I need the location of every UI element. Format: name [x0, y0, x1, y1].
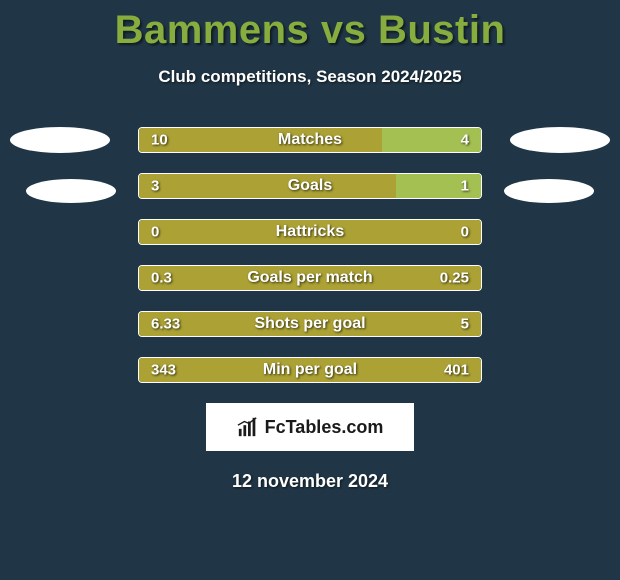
branding-text: FcTables.com [265, 417, 384, 438]
subtitle: Club competitions, Season 2024/2025 [0, 67, 620, 87]
stat-left-segment [139, 174, 396, 198]
page-title: Bammens vs Bustin [0, 0, 620, 53]
player-right-marker-1 [510, 127, 610, 153]
branding-box: FcTables.com [206, 403, 414, 451]
stat-left-segment [139, 358, 481, 382]
stat-row: Hattricks00 [138, 219, 482, 245]
stat-right-segment [382, 128, 481, 152]
stat-row: Min per goal343401 [138, 357, 482, 383]
player-left-marker-2 [26, 179, 116, 203]
stat-row: Goals31 [138, 173, 482, 199]
player-left-marker-1 [10, 127, 110, 153]
date-label: 12 november 2024 [0, 471, 620, 492]
stat-row: Goals per match0.30.25 [138, 265, 482, 291]
stat-left-segment [139, 220, 481, 244]
stat-row: Shots per goal6.335 [138, 311, 482, 337]
player-right-marker-2 [504, 179, 594, 203]
comparison-chart: Matches104 Goals31 Hattricks00 Goals per ma… [0, 127, 620, 383]
stat-row: Matches104 [138, 127, 482, 153]
stat-left-segment [139, 266, 481, 290]
stat-left-segment [139, 312, 481, 336]
stat-left-segment [139, 128, 382, 152]
stat-bars: Matches104 Goals31 Hattricks00 Goals per ma… [138, 127, 482, 383]
barchart-icon [237, 416, 259, 438]
stat-right-segment [396, 174, 482, 198]
